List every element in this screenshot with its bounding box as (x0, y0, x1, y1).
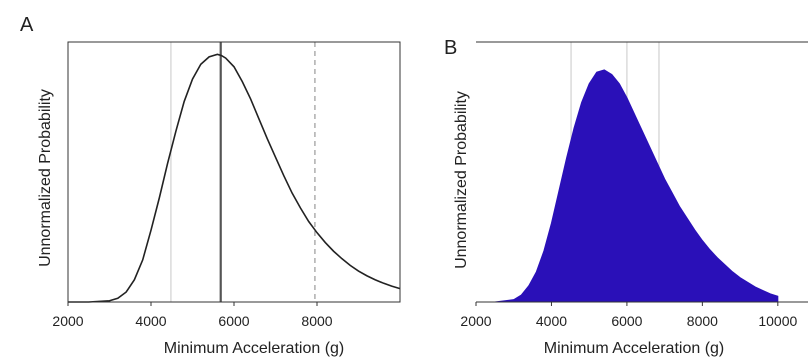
panel-a-letter: A (20, 14, 34, 36)
x-tick-label: 2000 (52, 313, 83, 329)
panel-b-letter: B (444, 37, 457, 59)
x-tick-label: 2000 (460, 313, 491, 329)
x-tick-label: 4000 (536, 313, 567, 329)
panel-b-xlabel: Minimum Acceleration (g) (544, 340, 725, 357)
x-tick-label: 10000 (758, 313, 797, 329)
plot-b: 2000 4000 6000 8000 10000 (460, 41, 808, 329)
panel-a-xlabel: Minimum Acceleration (g) (164, 340, 345, 357)
panel-b: B Unnormalized Probability Minimum Accel… (444, 37, 808, 357)
x-tick-label: 8000 (687, 313, 718, 329)
x-tick-label: 4000 (135, 313, 166, 329)
panel-a: A Unnormalized Probability Minimum Accel… (20, 14, 401, 357)
panel-a-ylabel: Unnormalized Probability (37, 89, 54, 267)
x-tick-label: 8000 (301, 313, 332, 329)
x-tick-label: 6000 (611, 313, 642, 329)
area-series (494, 69, 779, 303)
plot-frame (67, 41, 401, 303)
x-tick-label: 6000 (218, 313, 249, 329)
panel-b-ylabel: Unnormalized Probability (453, 91, 470, 269)
line-series (68, 53, 401, 303)
plot-a: 2000 4000 6000 8000 (52, 41, 401, 329)
